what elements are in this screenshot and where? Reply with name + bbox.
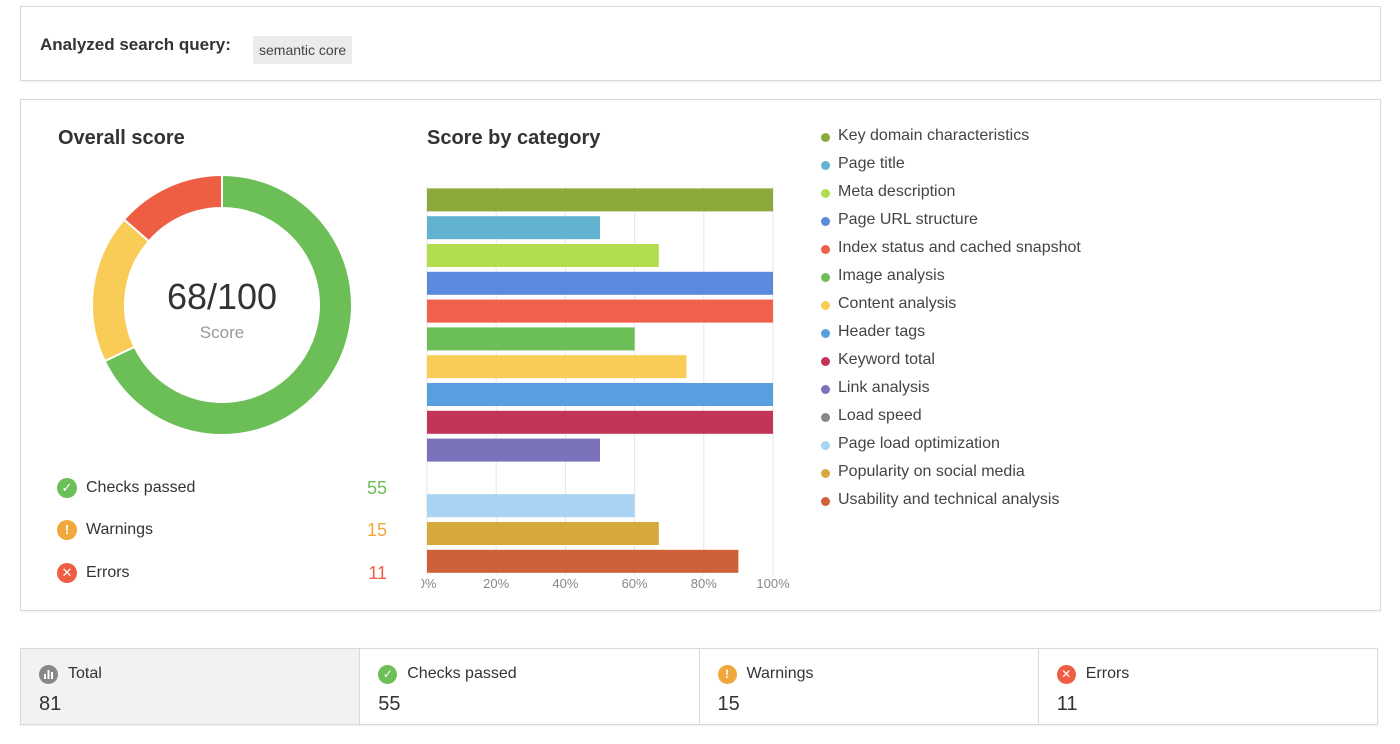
legend-label: Popularity on social media xyxy=(838,463,1025,480)
legend-label: Meta description xyxy=(838,183,956,200)
legend-dot-icon xyxy=(821,497,830,506)
legend-label: Content analysis xyxy=(838,295,957,312)
bar-image-analysis[interactable] xyxy=(427,327,635,351)
x-tick-label: 100% xyxy=(756,576,790,591)
stat-warnings: ! Warnings 15 xyxy=(57,520,387,544)
legend-label: Keyword total xyxy=(838,351,935,368)
donut-chart xyxy=(91,173,353,436)
legend-label: Link analysis xyxy=(838,379,930,396)
query-label: Analyzed search query: xyxy=(40,35,231,54)
bar-page-url-structure[interactable] xyxy=(427,271,773,295)
summary-label: Warnings xyxy=(746,665,814,682)
bar-popularity-on-social-media[interactable] xyxy=(427,522,659,545)
legend-dot-icon xyxy=(821,161,830,170)
donut-segment-errors xyxy=(122,173,223,243)
category-bar-chart: 0% 20% 40% 60% 80% 100% xyxy=(421,186,790,591)
x-tick-label: 60% xyxy=(622,576,648,591)
category-chart-title: Score by category xyxy=(427,127,601,149)
overall-score-title: Overall score xyxy=(58,127,185,149)
legend-dot-icon xyxy=(821,301,830,310)
legend-dot-icon xyxy=(821,441,830,450)
overall-score-donut: 68/100 Score xyxy=(91,173,353,436)
bar-keyword-total[interactable] xyxy=(427,410,773,434)
stat-value: 15 xyxy=(366,520,387,540)
x-tick-label: 0% xyxy=(421,576,437,591)
summary-strip: Total 81 ✓ Checks passed 55 ! Warnings 1… xyxy=(20,648,1378,725)
summary-label: Errors xyxy=(1085,665,1130,682)
score-caption: Score xyxy=(199,323,245,342)
legend-dot-icon xyxy=(821,189,830,198)
legend-dot-icon xyxy=(821,469,830,478)
bar-key-domain-characteristics[interactable] xyxy=(427,188,773,212)
cross-icon: ✕ xyxy=(1056,665,1076,684)
check-icon: ✓ xyxy=(378,665,398,684)
stat-label: Warnings xyxy=(86,521,153,538)
donut-segment-passed xyxy=(103,173,353,436)
legend-label: Header tags xyxy=(838,323,926,340)
score-value: 68/100 xyxy=(166,276,278,317)
stat-errors: ✕ Errors 11 xyxy=(57,563,387,587)
legend-label: Load speed xyxy=(838,407,922,424)
bar-index-status-and-cached-snapshot[interactable] xyxy=(427,299,773,323)
summary-value: 11 xyxy=(1056,693,1078,715)
exclamation-icon: ! xyxy=(57,520,77,540)
legend-label: Page URL structure xyxy=(838,211,978,228)
summary-tab-total[interactable]: Total 81 xyxy=(21,649,361,724)
legend-dot-icon xyxy=(821,385,830,394)
query-panel: Analyzed search query: semantic core xyxy=(20,6,1381,81)
summary-tab-errors[interactable]: ✕ Errors 11 xyxy=(1039,649,1377,724)
summary-value: 15 xyxy=(717,693,740,715)
stat-value: 55 xyxy=(366,478,387,498)
bar-page-title[interactable] xyxy=(427,216,600,240)
bar-chart-icon xyxy=(39,665,58,684)
bar-header-tags[interactable] xyxy=(427,383,773,406)
legend-label: Page title xyxy=(838,155,905,172)
bar-page-load-optimization[interactable] xyxy=(427,494,635,518)
x-tick-label: 40% xyxy=(552,576,578,591)
legend-label: Usability and technical analysis xyxy=(838,491,1060,508)
legend-label: Image analysis xyxy=(838,267,945,284)
legend-label: Key domain characteristics xyxy=(838,127,1030,144)
stat-value: 11 xyxy=(368,563,387,583)
legend-dot-icon xyxy=(821,329,830,338)
legend-label: Page load optimization xyxy=(838,435,1000,452)
legend-dot-icon xyxy=(821,413,830,422)
legend-label: Index status and cached snapshot xyxy=(838,239,1081,256)
check-icon: ✓ xyxy=(57,478,77,498)
bar-usability-and-technical-analysis[interactable] xyxy=(427,549,739,573)
legend-dot-icon xyxy=(821,357,830,366)
stat-label: Errors xyxy=(86,564,130,581)
legend-dot-icon xyxy=(821,245,830,254)
cross-icon: ✕ xyxy=(57,563,77,583)
x-tick-label: 80% xyxy=(691,576,717,591)
summary-tab-checks-passed[interactable]: ✓ Checks passed 55 xyxy=(360,649,700,724)
summary-value: 55 xyxy=(378,693,401,715)
stat-checks-passed: ✓ Checks passed 55 xyxy=(57,478,387,502)
summary-label: Total xyxy=(68,665,102,682)
bar-link-analysis[interactable] xyxy=(427,438,600,462)
summary-label: Checks passed xyxy=(407,665,517,682)
query-tag[interactable]: semantic core xyxy=(253,36,353,64)
summary-tab-warnings[interactable]: ! Warnings 15 xyxy=(700,649,1039,724)
exclamation-icon: ! xyxy=(717,665,737,684)
x-tick-label: 20% xyxy=(483,576,509,591)
legend-dot-icon xyxy=(821,217,830,226)
legend-dot-icon xyxy=(821,133,830,142)
bar-meta-description[interactable] xyxy=(427,244,659,267)
legend-dot-icon xyxy=(821,273,830,282)
score-panel: Overall score 68/100 Score ✓ Checks pass… xyxy=(20,99,1381,611)
stat-label: Checks passed xyxy=(86,479,196,496)
summary-value: 81 xyxy=(39,693,62,715)
bar-content-analysis[interactable] xyxy=(427,355,687,379)
